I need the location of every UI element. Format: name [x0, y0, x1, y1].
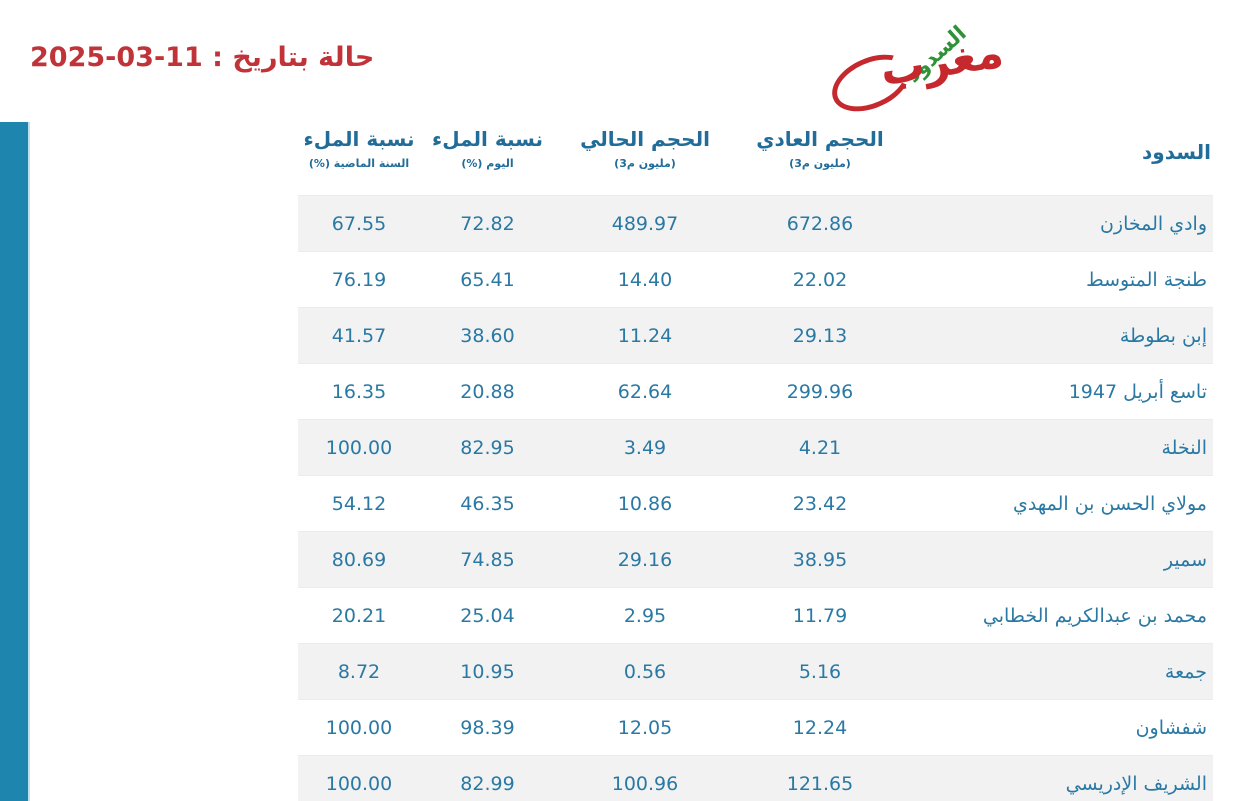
table-row: 20.21 25.04 2.95 11.79 محمد بن عبدالكريم… [298, 587, 1213, 643]
cell-fill-last-year: 16.35 [331, 380, 387, 403]
table-row: 41.57 38.60 11.24 29.13 إبن بطوطة [298, 307, 1213, 363]
col-header-dams: السدود [905, 120, 1213, 195]
cell-current-volume: 10.86 [617, 492, 673, 515]
col-header-label: نسبة الملء [303, 127, 415, 151]
cell-dam-name: تاسع أبريل 1947 [1068, 380, 1207, 403]
cell-dam-name: إبن بطوطة [1119, 324, 1207, 347]
cell-fill-today: 25.04 [460, 604, 515, 627]
cell-normal-volume: 11.79 [792, 604, 848, 627]
maghreb-dams-logo[interactable]: السدود مغرب [823, 18, 1023, 123]
cell-fill-today: 74.85 [460, 548, 515, 571]
col-header-normal-volume: الحجم العادي (مليون م3) [735, 120, 905, 195]
cell-normal-volume: 121.65 [786, 772, 854, 795]
table-row: 100.00 82.99 100.96 121.65 الشريف الإدري… [298, 755, 1213, 801]
cell-fill-last-year: 20.21 [331, 604, 387, 627]
col-header-current-volume: الحجم الحالي (مليون م3) [555, 120, 735, 195]
cell-fill-last-year: 100.00 [325, 716, 393, 739]
cell-dam-name: النخلة [1161, 436, 1207, 459]
table-row: 80.69 74.85 29.16 38.95 سمير [298, 531, 1213, 587]
table-row: 8.72 10.95 0.56 5.16 جمعة [298, 643, 1213, 699]
table-body: 67.55 72.82 489.97 672.86 وادي المخازن 7… [298, 195, 1213, 801]
table-row: 67.55 72.82 489.97 672.86 وادي المخازن [298, 195, 1213, 251]
cell-current-volume: 2.95 [623, 604, 667, 627]
cell-dam-name: وادي المخازن [1099, 212, 1207, 235]
cell-fill-today: 82.95 [460, 436, 515, 459]
logo-text-red: مغرب [876, 26, 1007, 97]
cell-normal-volume: 672.86 [786, 212, 854, 235]
cell-normal-volume: 4.21 [798, 436, 842, 459]
cell-dam-name: محمد بن عبدالكريم الخطابي [982, 604, 1207, 627]
cell-fill-today: 46.35 [460, 492, 515, 515]
cell-fill-last-year: 76.19 [331, 268, 387, 291]
cell-current-volume: 100.96 [611, 772, 679, 795]
cell-fill-last-year: 8.72 [337, 660, 381, 683]
cell-current-volume: 489.97 [611, 212, 679, 235]
col-header-sublabel: (مليون م3) [789, 157, 851, 170]
cell-fill-last-year: 41.57 [331, 324, 387, 347]
cell-fill-today: 20.88 [460, 380, 515, 403]
left-accent-bar [0, 122, 30, 801]
cell-fill-today: 82.99 [460, 772, 515, 795]
cell-fill-last-year: 80.69 [331, 548, 387, 571]
cell-normal-volume: 38.95 [792, 548, 848, 571]
cell-fill-last-year: 100.00 [325, 436, 393, 459]
table-header-row: نسبة الملء السنة الماضية (%) نسبة الملء … [298, 120, 1213, 195]
cell-current-volume: 3.49 [623, 436, 667, 459]
cell-current-volume: 62.64 [617, 380, 673, 403]
cell-current-volume: 11.24 [617, 324, 673, 347]
col-header-label: الحجم العادي [756, 127, 884, 151]
table-row: 54.12 46.35 10.86 23.42 مولاي الحسن بن ا… [298, 475, 1213, 531]
table-row: 100.00 82.95 3.49 4.21 النخلة [298, 419, 1213, 475]
cell-normal-volume: 12.24 [792, 716, 848, 739]
cell-normal-volume: 29.13 [792, 324, 848, 347]
cell-normal-volume: 5.16 [798, 660, 842, 683]
cell-current-volume: 0.56 [623, 660, 667, 683]
cell-dam-name: سمير [1163, 548, 1207, 571]
cell-dam-name: شفشاون [1135, 716, 1207, 739]
cell-fill-today: 72.82 [460, 212, 515, 235]
col-header-sublabel: السنة الماضية (%) [308, 157, 410, 170]
cell-normal-volume: 23.42 [792, 492, 848, 515]
cell-current-volume: 14.40 [617, 268, 673, 291]
cell-fill-last-year: 54.12 [331, 492, 387, 515]
cell-current-volume: 12.05 [617, 716, 673, 739]
col-header-sublabel: اليوم (%) [461, 157, 514, 170]
cell-fill-today: 38.60 [460, 324, 515, 347]
table-row: 76.19 65.41 14.40 22.02 طنجة المتوسط [298, 251, 1213, 307]
col-header-label: نسبة الملء [432, 127, 543, 151]
cell-fill-last-year: 67.55 [331, 212, 387, 235]
col-header-fill-last-year: نسبة الملء السنة الماضية (%) [298, 120, 420, 195]
col-header-sublabel: (مليون م3) [614, 157, 676, 170]
col-header-fill-today: نسبة الملء اليوم (%) [420, 120, 555, 195]
cell-dam-name: طنجة المتوسط [1086, 268, 1207, 291]
table-row: 100.00 98.39 12.05 12.24 شفشاون [298, 699, 1213, 755]
cell-fill-last-year: 100.00 [325, 772, 393, 795]
dams-table: نسبة الملء السنة الماضية (%) نسبة الملء … [298, 120, 1213, 801]
cell-normal-volume: 22.02 [792, 268, 848, 291]
cell-fill-today: 65.41 [460, 268, 515, 291]
col-header-label: الحجم الحالي [580, 127, 710, 151]
status-date-heading: حالة بتاريخ : 11-03-2025 [30, 42, 375, 73]
cell-dam-name: الشريف الإدريسي [1065, 772, 1207, 795]
cell-dam-name: مولاي الحسن بن المهدي [1013, 492, 1207, 515]
cell-fill-today: 10.95 [460, 660, 515, 683]
cell-current-volume: 29.16 [617, 548, 673, 571]
cell-fill-today: 98.39 [460, 716, 515, 739]
cell-normal-volume: 299.96 [786, 380, 854, 403]
cell-dam-name: جمعة [1164, 660, 1207, 683]
col-header-label: السدود [1142, 140, 1211, 164]
table-row: 16.35 20.88 62.64 299.96 تاسع أبريل 1947 [298, 363, 1213, 419]
